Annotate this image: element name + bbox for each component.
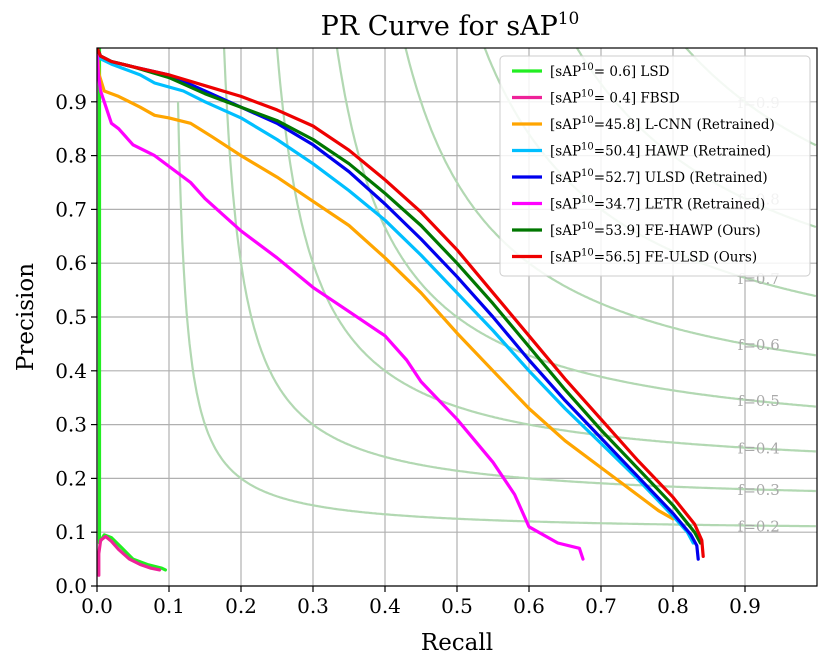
iso-f-curve-1 [223, 48, 816, 493]
x-tick-label-0: 0.0 [81, 594, 113, 618]
x-tick-label-2: 0.2 [225, 594, 257, 618]
y-axis-ticks: 0.0 0.1 0.2 0.3 0.4 0.5 0.6 0.7 0.8 0.9 [55, 90, 97, 598]
y-tick-label-5: 0.5 [55, 305, 87, 329]
x-tick-label-6: 0.6 [513, 594, 545, 618]
x-tick-label-1: 0.1 [153, 594, 185, 618]
legend-label-6: [sAP10=53.9] FE-HAWP (Ours) [550, 221, 761, 239]
series-lines [97, 48, 705, 577]
y-tick-label-4: 0.4 [55, 359, 87, 383]
legend-label-7: [sAP10=56.5] FE-ULSD (Ours) [550, 248, 757, 266]
legend-label-0: [sAP10= 0.6] LSD [550, 62, 670, 80]
y-tick-label-1: 0.1 [55, 520, 87, 544]
y-axis-title: Precision [13, 263, 39, 371]
x-tick-label-3: 0.3 [297, 594, 329, 618]
iso-f-curve-0 [176, 101, 816, 528]
x-tick-label-4: 0.4 [369, 594, 401, 618]
legend-label-3: [sAP10=50.4] HAWP (Retrained) [550, 142, 771, 160]
iso-f-label-1: f=0.3 [738, 481, 780, 499]
x-axis-title: Recall [421, 630, 493, 656]
chart-title: PR Curve for sAP10 [321, 9, 580, 42]
legend-box [499, 55, 811, 277]
x-tick-label-9: 0.9 [729, 594, 761, 618]
legend: [sAP10= 0.6] LSD [sAP10= 0.4] FBSD [sAP10=… [499, 55, 811, 277]
y-tick-label-3: 0.3 [55, 413, 87, 437]
iso-f-label-0: f=0.2 [738, 517, 780, 535]
y-tick-label-7: 0.7 [55, 197, 87, 221]
y-tick-label-2: 0.2 [55, 466, 87, 490]
iso-f-label-4: f=0.6 [738, 336, 780, 354]
series-line-lsd [97, 48, 167, 572]
iso-f-label-2: f=0.4 [738, 440, 780, 458]
x-tick-label-8: 0.8 [657, 594, 689, 618]
series-line-letr-retrained [97, 48, 585, 561]
series-line-fbsd [97, 534, 162, 577]
series-line-hawp-retrained [97, 48, 695, 545]
y-tick-label-8: 0.8 [55, 144, 87, 168]
series-line-fe-ulsd-ours [97, 48, 705, 559]
x-axis-ticks: 0.0 0.1 0.2 0.3 0.4 0.5 0.6 0.7 0.8 0.9 [81, 586, 761, 618]
iso-f-curve-2 [275, 48, 816, 453]
series-line-l-cnn-retrained [97, 48, 675, 521]
iso-f-curve-4 [404, 48, 817, 357]
x-tick-label-7: 0.7 [585, 594, 617, 618]
y-tick-label-6: 0.6 [55, 251, 87, 275]
legend-label-2: [sAP10=45.8] L-CNN (Retrained) [550, 115, 775, 133]
iso-f-label-3: f=0.5 [738, 392, 780, 410]
legend-label-1: [sAP10= 0.4] FBSD [550, 89, 680, 107]
x-tick-label-5: 0.5 [441, 594, 473, 618]
iso-f-curve-3 [335, 48, 816, 408]
y-tick-label-9: 0.9 [55, 90, 87, 114]
y-tick-label-0: 0.0 [55, 574, 87, 598]
legend-label-5: [sAP10=34.7] LETR (Retrained) [550, 195, 765, 213]
legend-label-4: [sAP10=52.7] ULSD (Retrained) [550, 168, 768, 186]
